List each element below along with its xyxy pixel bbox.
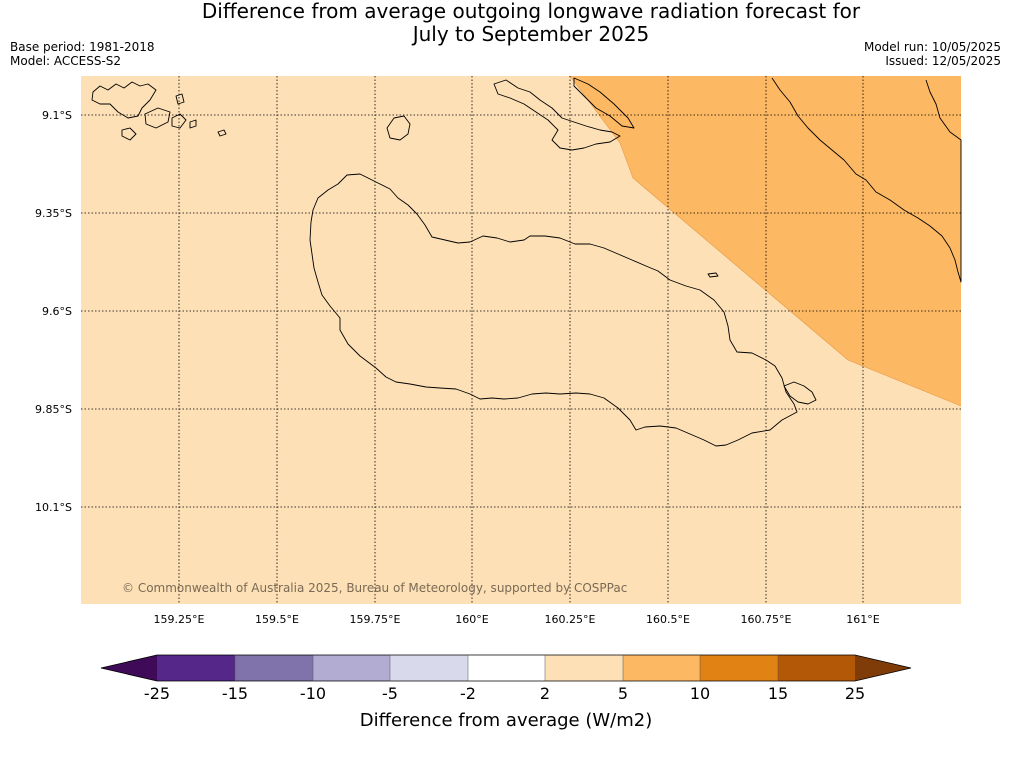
chart-title: Difference from average outgoing longwav… <box>0 0 1011 46</box>
colorbar-dividers <box>234 655 779 681</box>
coast-west-islet-e <box>189 119 197 129</box>
colorbar: -25 -15 -10 -5 -2 2 5 10 15 25 Differenc… <box>100 654 912 731</box>
coast-malaita <box>771 77 962 283</box>
colorbar-tick: -10 <box>300 684 326 703</box>
lat-labels: 9.1°S 9.35°S 9.6°S 9.85°S 10.1°S <box>35 109 72 514</box>
colorbar-segment <box>235 655 313 681</box>
meta-right: Model run: 10/05/2025 Issued: 12/05/2025 <box>864 40 1001 68</box>
lat-label: 10.1°S <box>35 501 72 514</box>
colorbar-extend-high <box>855 655 911 681</box>
colorbar-segment <box>157 655 235 681</box>
meta-left: Base period: 1981-2018 Model: ACCESS-S2 <box>10 40 155 68</box>
lon-label: 159.25°E <box>154 613 205 626</box>
colorbar-segment <box>468 655 545 681</box>
coast-west-islet-d <box>217 129 227 137</box>
lon-labels: 159.25°E 159.5°E 159.75°E 160°E 160.25°E… <box>154 613 880 626</box>
colorbar-tick: -5 <box>382 684 398 703</box>
coast-ngella-islet <box>386 115 411 141</box>
coast-small-islet <box>707 272 719 278</box>
colorbar-segment <box>623 655 700 681</box>
lat-label: 9.35°S <box>35 207 72 220</box>
coast-west-islet-b <box>171 113 187 129</box>
coast-florida-islands <box>493 79 621 151</box>
lon-label: 159.75°E <box>350 613 401 626</box>
colorbar-tick: 25 <box>845 684 865 703</box>
base-period: Base period: 1981-2018 <box>10 40 155 54</box>
colorbar-segment <box>313 655 390 681</box>
colorbar-segment <box>700 655 778 681</box>
copyright-note: © Commonwealth of Australia 2025, Bureau… <box>122 581 627 595</box>
colorbar-segment <box>545 655 623 681</box>
colorbar-tick: 2 <box>540 684 550 703</box>
colorbar-tick: -25 <box>144 684 170 703</box>
band-boundary <box>569 75 962 407</box>
grid-lines <box>81 76 961 604</box>
lon-label: 159.5°E <box>255 613 299 626</box>
coast-guadalcanal <box>309 173 798 447</box>
colorbar-tick: 15 <box>768 684 788 703</box>
colorbar-extend-low <box>101 655 157 681</box>
colorbar-ticks: -25 -15 -10 -5 -2 2 5 10 15 25 <box>144 684 865 703</box>
title-line-2: July to September 2025 <box>412 22 650 46</box>
coast-west-islands <box>91 81 157 119</box>
coast-west-islands-2 <box>144 107 171 129</box>
lon-label: 160.75°E <box>741 613 792 626</box>
model-name: Model: ACCESS-S2 <box>10 54 122 68</box>
lon-label: 160°E <box>455 613 488 626</box>
colorbar-tick: 10 <box>690 684 710 703</box>
map-panel: © Commonwealth of Australia 2025, Bureau… <box>81 75 962 604</box>
lat-label: 9.85°S <box>35 403 72 416</box>
coast-west-islet-a <box>121 127 137 141</box>
coast-florida-islet <box>573 77 635 129</box>
title-line-1: Difference from average outgoing longwav… <box>201 0 861 23</box>
model-run: Model run: 10/05/2025 <box>863 40 1001 54</box>
colorbar-label: Difference from average (W/m2) <box>360 710 652 731</box>
lat-label: 9.6°S <box>42 305 72 318</box>
issued-date: Issued: 12/05/2025 <box>885 54 1001 68</box>
lon-label: 161°E <box>846 613 879 626</box>
colorbar-tick: 5 <box>618 684 628 703</box>
colorbar-segment <box>778 655 855 681</box>
coast-west-islet-c <box>175 93 185 105</box>
colorbar-tick: -2 <box>460 684 476 703</box>
lon-label: 160.5°E <box>646 613 690 626</box>
coastlines <box>91 77 962 447</box>
lat-label: 9.1°S <box>42 109 72 122</box>
band-5-to-10 <box>570 76 961 406</box>
coast-marau-islets <box>783 381 817 405</box>
lon-label: 160.25°E <box>545 613 596 626</box>
colorbar-tick: -15 <box>222 684 248 703</box>
colorbar-segment <box>390 655 468 681</box>
colorbar-outline <box>100 654 912 682</box>
